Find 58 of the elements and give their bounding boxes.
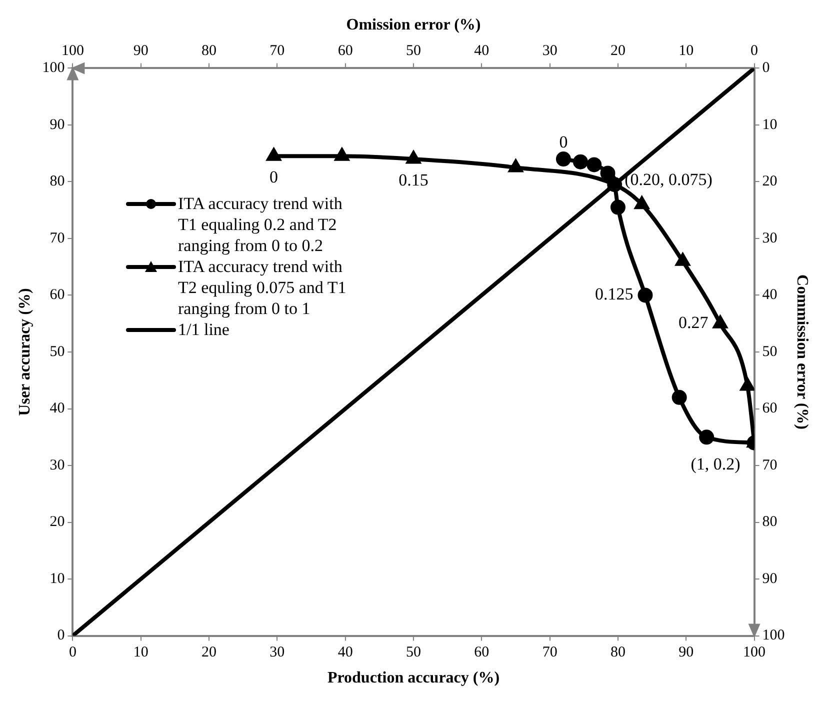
x-tick-label: 30: [270, 644, 285, 661]
y-tick-label: 90: [50, 116, 65, 133]
legend-label: ITA accuracy trend with T2 equling 0.075 and T1 ranging from 0 to 1: [178, 256, 348, 319]
x-axis-title: Production accuracy (%): [327, 670, 500, 687]
y-tick-label: 80: [50, 174, 65, 190]
y-tick-label: 30: [50, 457, 65, 474]
y2-tick-label: 80: [762, 514, 778, 530]
y-tick-label: 100: [42, 60, 65, 76]
y-tick-label: 20: [50, 514, 65, 530]
y2-tick-label: 60: [762, 400, 778, 417]
annotation: (1, 0.2): [690, 454, 740, 474]
y-tick-label: 40: [50, 400, 65, 417]
y2-tick-label: 100: [762, 628, 785, 644]
x-tick-label: 90: [678, 644, 694, 661]
annotation: 0.125: [594, 284, 634, 304]
x2-tick-label: 20: [610, 43, 626, 60]
x2-tick-label: 50: [406, 43, 421, 60]
y-tick-label: 70: [50, 230, 65, 246]
y2-tick-label: 90: [762, 570, 778, 587]
x2-tick-label: 90: [133, 43, 148, 60]
y-tick-label: 60: [50, 287, 65, 304]
y2-tick-label: 20: [762, 174, 778, 190]
x2-tick-label: 10: [678, 43, 694, 60]
y2-tick-label: 0: [762, 60, 770, 76]
x2-tick-label: 60: [338, 43, 353, 60]
x-tick-label: 60: [474, 644, 490, 661]
legend-label: 1/1 line: [178, 319, 230, 340]
annotation: 0.27: [678, 313, 709, 332]
y-tick-label: 10: [50, 570, 65, 587]
y2-tick-label: 40: [762, 287, 778, 304]
x2-tick-label: 30: [542, 43, 558, 60]
x-tick-label: 70: [542, 644, 558, 661]
y2-tick-label: 70: [762, 457, 778, 474]
y2-tick-label: 30: [762, 230, 778, 246]
x2-tick-label: 100: [61, 43, 84, 60]
annotation: 0: [270, 168, 278, 187]
x-tick-label: 100: [743, 644, 766, 661]
x-tick-label: 20: [202, 644, 217, 661]
x2-tick-label: 40: [474, 43, 490, 60]
x-tick-label: 0: [68, 644, 76, 661]
y2-tick-label: 10: [762, 116, 778, 133]
annotation: (0.20, 0.075): [624, 170, 712, 190]
legend-label: ITA accuracy trend with T1 equaling 0.2 and T2 ranging from 0 to 0.2: [178, 193, 344, 256]
x-tick-label: 80: [610, 644, 626, 661]
annotation: 0: [559, 132, 568, 152]
y-axis-title: User accuracy (%): [16, 288, 34, 416]
x-tick-label: 40: [338, 644, 353, 661]
y2-tick-label: 50: [762, 344, 778, 360]
x2-tick-label: 70: [270, 43, 285, 60]
y-tick-label: 50: [50, 344, 65, 360]
x2-tick-label: 80: [202, 43, 217, 60]
y-tick-label: 0: [57, 628, 65, 644]
x2-tick-label: 0: [750, 43, 758, 60]
y2-axis-title: Commission error (%): [793, 274, 810, 430]
x-tick-label: 50: [406, 644, 421, 661]
annotation: 0.15: [398, 170, 428, 190]
x2-axis-title: Omission error (%): [346, 16, 481, 34]
x-tick-label: 10: [133, 644, 148, 661]
